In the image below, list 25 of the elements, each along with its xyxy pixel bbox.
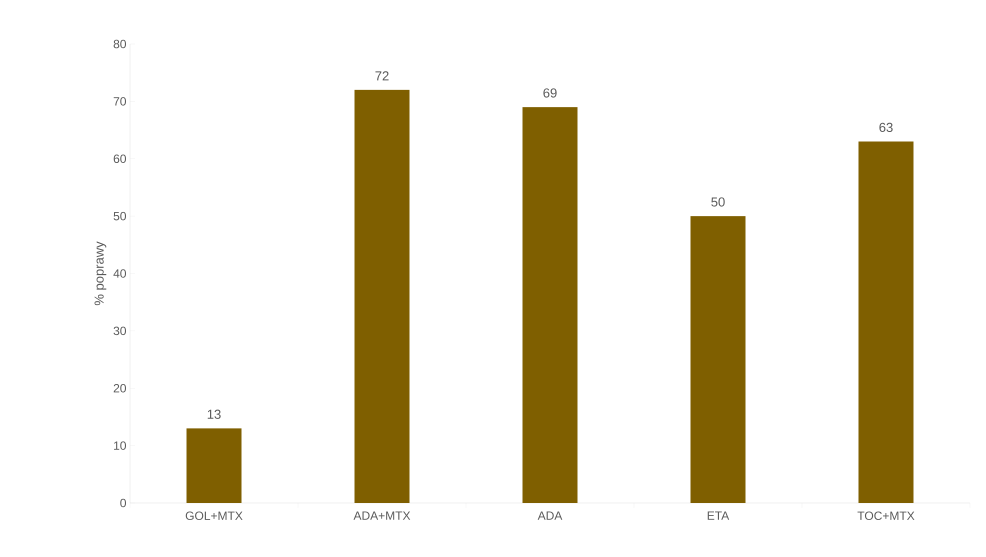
y-tick-label: 20: [114, 384, 126, 392]
y-tick-label: 50: [114, 212, 126, 220]
x-tick-label: ETA: [708, 512, 730, 520]
x-tick-label: ADA: [538, 512, 562, 520]
bar: [858, 142, 914, 503]
x-tick-label: ADA+MTX: [354, 512, 410, 520]
y-tick-label: 10: [114, 441, 126, 450]
x-tick-label: GOL+MTX: [186, 512, 243, 520]
data-label: 69: [543, 88, 557, 98]
x-tick-label: TOC+MTX: [858, 512, 914, 520]
bar: [354, 90, 410, 503]
data-label: 13: [208, 410, 221, 419]
data-label: 63: [879, 122, 893, 132]
y-tick-label: 0: [120, 498, 126, 508]
data-label: 50: [711, 197, 725, 207]
bar: [690, 216, 746, 503]
bar: [186, 428, 242, 503]
data-label: 72: [375, 71, 389, 80]
y-tick-label: 40: [113, 269, 126, 278]
y-tick-label: 70: [114, 97, 126, 106]
y-tick-label: 30: [114, 326, 126, 336]
y-axis-title: % poprawy: [94, 241, 106, 306]
y-tick-label: 80: [114, 40, 126, 48]
y-tick-label: 60: [114, 154, 126, 163]
bar: [522, 107, 578, 503]
